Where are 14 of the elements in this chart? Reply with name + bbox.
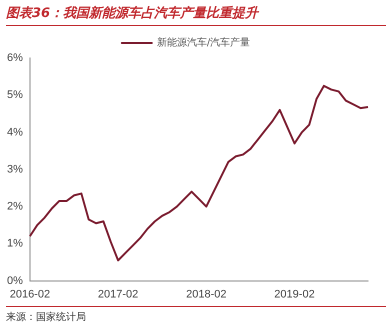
x-tick-label: 2017-02 (98, 288, 138, 300)
chart-title: 图表36：我国新能源车占汽车产量比重提升 (6, 4, 386, 26)
y-tick-label: 0% (6, 274, 24, 287)
y-tick-label: 3% (6, 163, 24, 176)
y-tick-label: 1% (6, 238, 24, 250)
source-note: 来源：国家统计局 (6, 306, 386, 324)
x-tick-label: 2019-02 (274, 288, 315, 300)
y-tick-label: 2% (6, 200, 24, 213)
y-tick-label: 6% (6, 52, 24, 64)
y-tick-label: 5% (6, 89, 24, 102)
x-tick-label: 2016-02 (10, 288, 50, 300)
legend-label: 新能源汽车/汽车产量 (156, 36, 250, 49)
x-tick-label: 2018-02 (186, 288, 226, 300)
y-tick-label: 4% (6, 126, 24, 138)
